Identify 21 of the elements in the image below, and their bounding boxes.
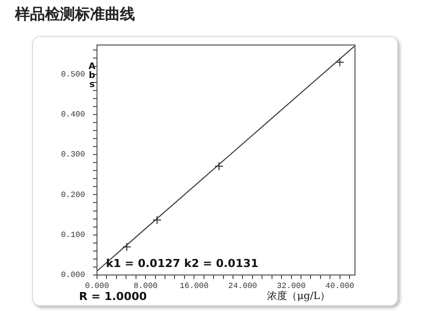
x-tick-label: 16.000 [180, 282, 209, 291]
y-tick-label: 0.100 [60, 230, 86, 240]
x-tick-label: 40.000 [325, 282, 354, 291]
x-tick-label: 32.000 [276, 282, 306, 291]
point [122, 242, 132, 252]
y-tick-label: 0.500 [60, 70, 86, 80]
y-tick-label: 0.400 [60, 110, 86, 120]
annotation: k1 = 0.0127 k2 = 0.0131 [106, 257, 258, 270]
point [335, 58, 344, 67]
point [214, 162, 224, 171]
x-tick-label: 24.000 [228, 282, 258, 291]
x-tick-label: 8.000 [134, 282, 158, 291]
chart-title: 样品检测标准曲线 [15, 5, 135, 24]
y-tick-label: 0.200 [60, 190, 86, 200]
x-tick-label: 0.000 [84, 282, 110, 291]
point [152, 216, 162, 225]
x-axis-title: 浓度（μg/L） [267, 290, 330, 302]
y-axis-title: Abs [88, 62, 96, 90]
text: R = 1.0000 [79, 290, 148, 303]
y-tick-label: 0.300 [60, 150, 86, 160]
y-tick-label: 0.000 [60, 271, 86, 280]
